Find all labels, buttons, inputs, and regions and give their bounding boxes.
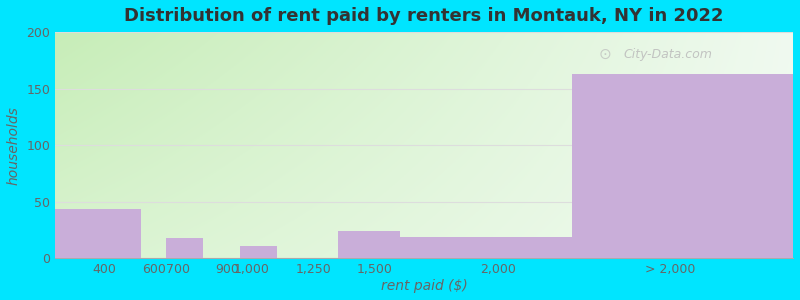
Bar bbox=[55, 208, 142, 258]
Title: Distribution of rent paid by renters in Montauk, NY in 2022: Distribution of rent paid by renters in … bbox=[124, 7, 724, 25]
Bar bbox=[338, 231, 399, 258]
Text: ⊙: ⊙ bbox=[598, 47, 611, 62]
Y-axis label: households: households bbox=[7, 106, 21, 185]
Bar bbox=[166, 238, 203, 258]
Bar bbox=[572, 74, 793, 258]
X-axis label: rent paid ($): rent paid ($) bbox=[381, 279, 467, 293]
Bar bbox=[399, 237, 572, 258]
Bar bbox=[240, 246, 277, 258]
Text: City-Data.com: City-Data.com bbox=[623, 48, 712, 61]
